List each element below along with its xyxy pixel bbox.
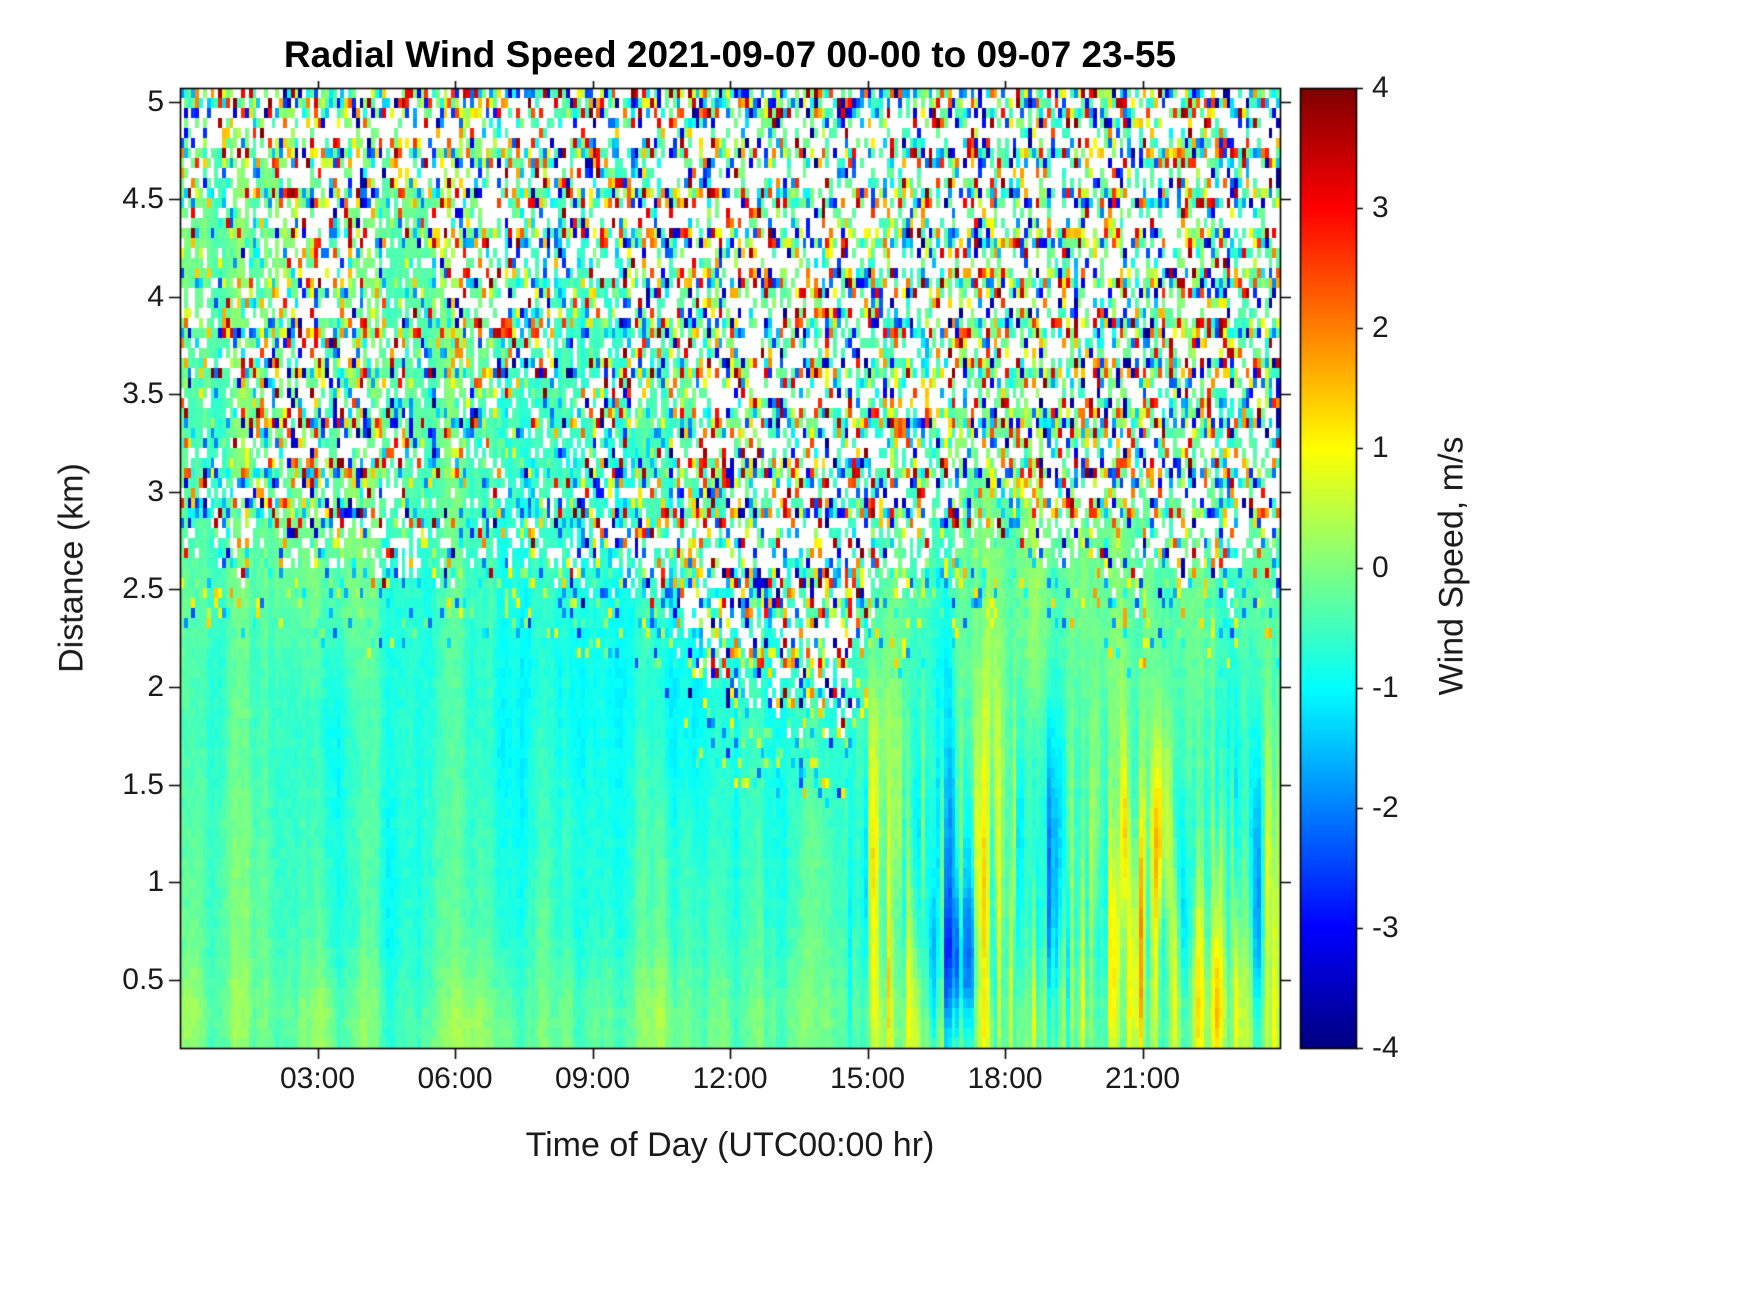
y-tick-label: 4	[147, 279, 164, 313]
y-tick-label: 3.5	[122, 377, 164, 411]
x-tick-label: 03:00	[279, 1062, 356, 1095]
colorbar-tick-label: 2	[1372, 311, 1389, 344]
y-tick-label: 2	[147, 670, 164, 704]
y-tick-label: 0.5	[122, 962, 164, 996]
y-tick-label: 4.5	[122, 182, 164, 216]
y-tick-label: 1.5	[122, 767, 164, 801]
colorbar-tick-label: -4	[1372, 1031, 1399, 1064]
colorbar-tick-label: -2	[1372, 791, 1399, 824]
x-tick-label: 12:00	[692, 1062, 768, 1095]
y-tick-label: 2.5	[122, 572, 164, 606]
y-tick-label: 5	[147, 84, 164, 118]
x-tick-label: 06:00	[417, 1062, 493, 1095]
x-tick-label: 09:00	[554, 1062, 631, 1095]
colorbar-tick-label: -3	[1372, 911, 1399, 944]
colorbar-tick-label: 3	[1372, 191, 1389, 224]
y-tick-label: 1	[147, 865, 164, 899]
x-tick-label: 15:00	[829, 1062, 906, 1095]
colorbar-tick-label: 0	[1372, 551, 1389, 584]
colorbar-tick-label: -1	[1372, 671, 1399, 704]
chart-title: Radial Wind Speed 2021-09-07 00-00 to 09…	[283, 34, 1177, 75]
x-axis-label: Time of Day (UTC00:00 hr)	[525, 1126, 935, 1164]
x-tick-label: 21:00	[1104, 1062, 1181, 1095]
y-tick-label: 3	[147, 474, 164, 508]
colorbar-tick-label: 1	[1372, 431, 1389, 464]
x-tick-label: 18:00	[967, 1062, 1043, 1095]
colorbar-tick-label: 4	[1372, 71, 1389, 104]
